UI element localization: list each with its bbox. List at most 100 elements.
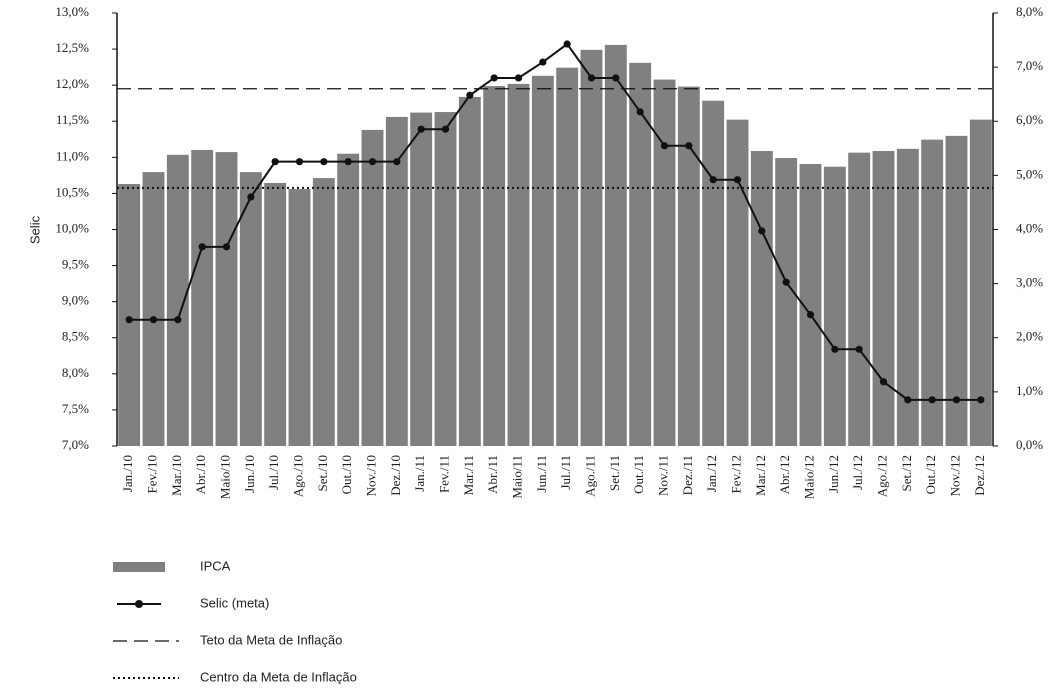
bar bbox=[969, 119, 992, 446]
bar bbox=[653, 79, 676, 446]
x-tick-label: Set./11 bbox=[607, 455, 622, 491]
legend-label: Teto da Meta de Inflação bbox=[200, 632, 342, 647]
bar bbox=[191, 149, 214, 446]
marker bbox=[904, 396, 912, 404]
y-tick-label: 7,5% bbox=[62, 401, 89, 416]
x-tick-label: Jun./11 bbox=[534, 455, 549, 492]
bar bbox=[921, 139, 944, 446]
x-tick-label: Abr./12 bbox=[777, 455, 792, 494]
x-tick-label: Ago./12 bbox=[874, 455, 889, 497]
y-tick-label: 11,0% bbox=[56, 148, 89, 163]
bar bbox=[531, 75, 554, 446]
marker bbox=[149, 316, 158, 324]
y-tick-label: 10,0% bbox=[55, 220, 89, 235]
bar bbox=[434, 112, 457, 446]
x-tick-label: Jan./12 bbox=[704, 455, 719, 492]
x-tick-label: Fev./12 bbox=[728, 455, 743, 494]
marker bbox=[441, 125, 450, 133]
marker bbox=[563, 40, 571, 48]
y2-tick-label: 0,0% bbox=[1016, 437, 1043, 452]
marker bbox=[733, 176, 742, 184]
y-tick-label: 12,0% bbox=[55, 76, 89, 91]
marker bbox=[879, 378, 888, 386]
bar bbox=[750, 151, 773, 447]
x-tick-label: Ago./10 bbox=[290, 455, 305, 497]
bar bbox=[726, 119, 749, 446]
bar bbox=[142, 172, 165, 446]
y2-tick-label: 2,0% bbox=[1016, 329, 1043, 344]
x-tick-label: Jul./12 bbox=[850, 455, 865, 490]
x-tick-label: Ago./11 bbox=[582, 455, 597, 497]
marker bbox=[271, 158, 279, 166]
marker bbox=[806, 311, 815, 319]
x-tick-label: Out./11 bbox=[631, 455, 646, 494]
x-tick-label: Maio/11 bbox=[509, 455, 524, 499]
marker bbox=[368, 158, 377, 166]
y-axis-label: Selic bbox=[27, 215, 42, 244]
bar bbox=[507, 83, 530, 446]
bar bbox=[410, 112, 433, 446]
y-tick-label: 8,5% bbox=[62, 329, 89, 344]
bar bbox=[945, 135, 968, 446]
marker bbox=[928, 396, 936, 404]
bar bbox=[361, 129, 384, 446]
y2-tick-label: 6,0% bbox=[1016, 112, 1043, 127]
x-tick-label: Fev./11 bbox=[436, 455, 451, 493]
bar bbox=[775, 158, 798, 446]
x-tick-label: Jan./10 bbox=[120, 455, 135, 492]
marker bbox=[831, 345, 839, 353]
marker bbox=[977, 396, 985, 404]
marker bbox=[514, 74, 523, 82]
bar bbox=[629, 62, 652, 447]
x-tick-label: Jul./11 bbox=[558, 455, 573, 490]
marker bbox=[344, 158, 352, 166]
bar bbox=[872, 151, 895, 447]
y2-tick-label: 4,0% bbox=[1016, 220, 1043, 235]
x-tick-label: Fev./10 bbox=[144, 455, 159, 494]
x-tick-label: Out./10 bbox=[339, 455, 354, 494]
y-tick-label: 7,0% bbox=[62, 437, 89, 452]
bar bbox=[580, 49, 603, 447]
marker bbox=[782, 278, 790, 286]
marker bbox=[758, 227, 766, 235]
x-tick-label: Dez./10 bbox=[388, 455, 403, 496]
legend-swatch bbox=[113, 562, 165, 572]
bar bbox=[556, 67, 579, 446]
marker bbox=[855, 345, 863, 353]
marker bbox=[247, 193, 255, 201]
y-tick-label: 8,0% bbox=[62, 365, 89, 380]
y-tick-label: 9,0% bbox=[62, 293, 89, 308]
marker bbox=[320, 158, 328, 166]
bar bbox=[337, 153, 360, 446]
x-tick-label: Nov./11 bbox=[655, 455, 670, 496]
marker bbox=[490, 74, 498, 82]
x-tick-label: Jun./10 bbox=[242, 455, 257, 493]
marker bbox=[612, 74, 620, 82]
x-tick-label: Mar./12 bbox=[753, 455, 768, 496]
marker bbox=[636, 108, 644, 116]
y-tick-label: 9,5% bbox=[62, 257, 89, 272]
y2-tick-label: 1,0% bbox=[1016, 383, 1043, 398]
legend-label: IPCA bbox=[200, 558, 231, 573]
x-tick-label: Mar./10 bbox=[169, 455, 184, 496]
bar bbox=[215, 152, 238, 446]
x-tick-label: Abr./11 bbox=[485, 455, 500, 494]
legend-label: Centro da Meta de Inflação bbox=[200, 669, 357, 684]
marker bbox=[685, 142, 693, 150]
y-tick-label: 13,0% bbox=[55, 4, 89, 19]
x-tick-label: Jul./10 bbox=[266, 455, 281, 490]
x-tick-label: Maio/10 bbox=[217, 455, 232, 499]
x-tick-label: Jun./12 bbox=[826, 455, 841, 493]
x-tick-label: Dez./11 bbox=[680, 455, 695, 495]
x-tick-label: Jan./11 bbox=[412, 455, 427, 492]
bar bbox=[264, 182, 287, 446]
marker bbox=[198, 243, 206, 251]
bar bbox=[312, 178, 335, 447]
bar bbox=[702, 100, 725, 447]
marker bbox=[174, 316, 182, 324]
x-tick-label: Mar./11 bbox=[461, 455, 476, 495]
bar bbox=[166, 154, 189, 446]
bar bbox=[483, 86, 506, 446]
bar bbox=[677, 86, 700, 447]
